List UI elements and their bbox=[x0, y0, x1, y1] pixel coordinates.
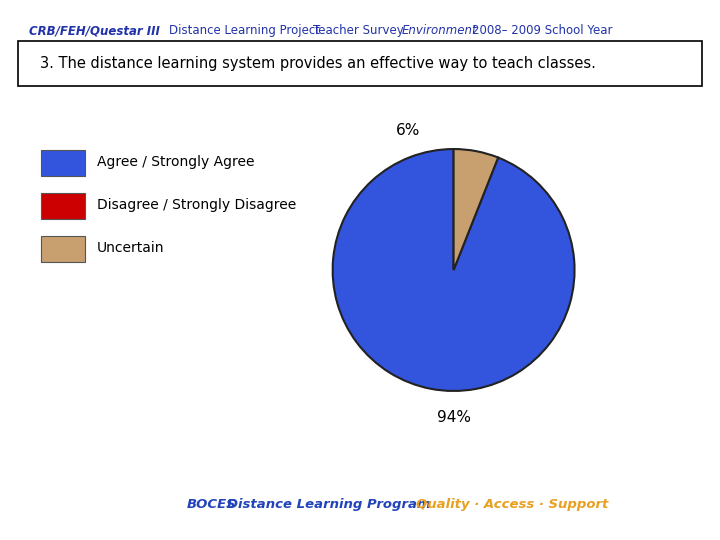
Text: Disagree / Strongly Disagree: Disagree / Strongly Disagree bbox=[97, 198, 297, 212]
Text: Quality · Access · Support: Quality · Access · Support bbox=[416, 498, 608, 511]
Text: Environment: Environment bbox=[402, 24, 477, 37]
Text: BOCES: BOCES bbox=[187, 498, 237, 511]
Text: 3. The distance learning system provides an effective way to teach classes.: 3. The distance learning system provides… bbox=[40, 56, 595, 71]
FancyBboxPatch shape bbox=[41, 193, 85, 219]
Text: 94%: 94% bbox=[436, 410, 471, 425]
FancyBboxPatch shape bbox=[41, 236, 85, 262]
Text: Uncertain: Uncertain bbox=[97, 241, 165, 255]
FancyBboxPatch shape bbox=[41, 150, 85, 176]
Text: CRB/FEH/Questar III: CRB/FEH/Questar III bbox=[29, 24, 160, 37]
Text: 2008– 2009 School Year: 2008– 2009 School Year bbox=[472, 24, 612, 37]
Text: Distance Learning Program: Distance Learning Program bbox=[227, 498, 431, 511]
Text: Distance Learning Project: Distance Learning Project bbox=[169, 24, 320, 37]
Wedge shape bbox=[333, 149, 575, 391]
FancyBboxPatch shape bbox=[18, 40, 702, 86]
Text: Teacher Survey: Teacher Survey bbox=[313, 24, 404, 37]
Wedge shape bbox=[454, 149, 498, 270]
Text: 6%: 6% bbox=[395, 124, 420, 138]
Text: Agree / Strongly Agree: Agree / Strongly Agree bbox=[97, 155, 255, 169]
